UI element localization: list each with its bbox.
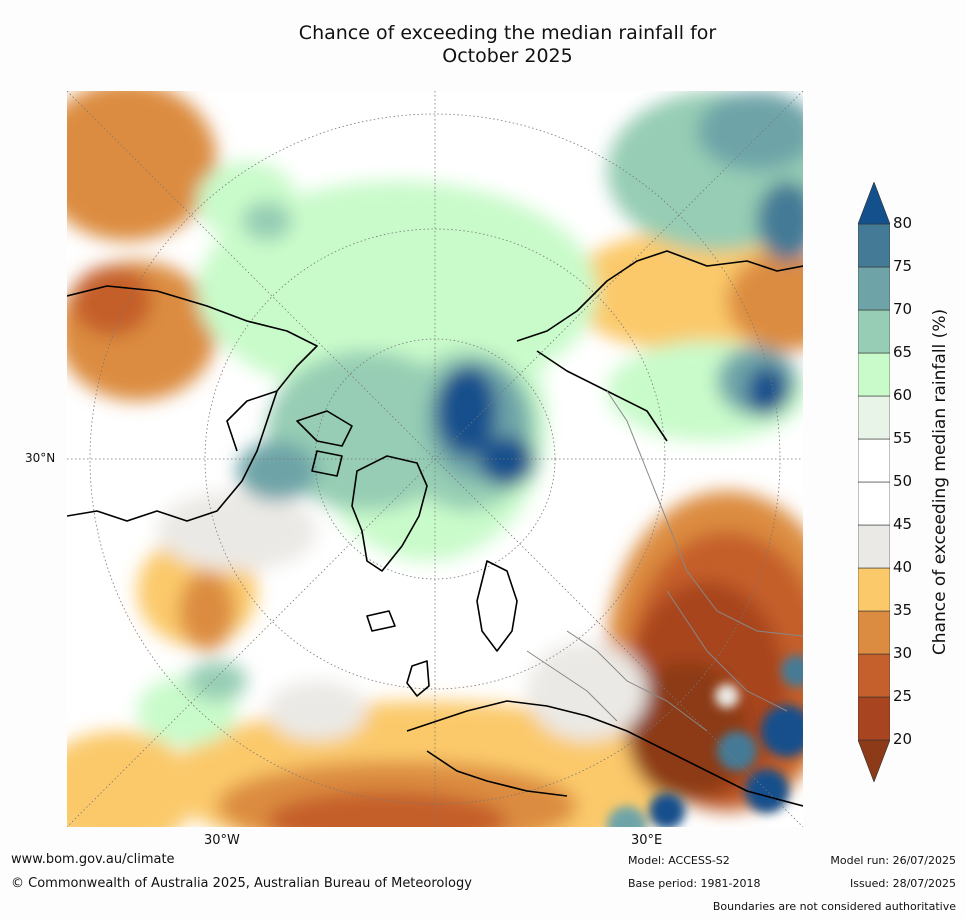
colorbar-tick-80: 80 bbox=[893, 214, 913, 232]
footer-model-run: Model run: 26/07/2025 bbox=[830, 854, 956, 867]
rainfall-probability-map bbox=[67, 91, 803, 827]
colorbar bbox=[857, 181, 891, 783]
footer-copyright: © Commonwealth of Australia 2025, Austra… bbox=[11, 876, 472, 891]
colorbar-band-55-60 bbox=[857, 395, 891, 440]
wet-spots bbox=[607, 655, 803, 827]
colorbar-band-35-40 bbox=[857, 567, 891, 612]
map-title: Chance of exceeding the median rainfall … bbox=[200, 22, 815, 68]
colorbar-band-50-55 bbox=[857, 438, 891, 483]
title-line-1: Chance of exceeding the median rainfall … bbox=[298, 22, 717, 44]
colorbar-band-25-30 bbox=[857, 653, 891, 698]
colorbar-band-60-65 bbox=[857, 352, 891, 397]
colorbar-tick-75: 75 bbox=[893, 257, 913, 275]
colorbar-svg bbox=[857, 181, 891, 783]
colorbar-extend-high bbox=[857, 181, 891, 225]
colorbar-tick-30: 30 bbox=[893, 644, 913, 662]
colorbar-band-75-80 bbox=[857, 223, 891, 268]
colorbar-tick-50: 50 bbox=[893, 472, 913, 490]
footer-website[interactable]: www.bom.gov.au/climate bbox=[11, 852, 175, 867]
colorbar-tick-40: 40 bbox=[893, 558, 913, 576]
lon-label-30w: 30°W bbox=[204, 833, 240, 848]
colorbar-tick-35: 35 bbox=[893, 601, 913, 619]
footer-disclaimer: Boundaries are not considered authoritat… bbox=[712, 900, 956, 913]
coastlines bbox=[67, 250, 803, 807]
colorbar-title: Chance of exceeding median rainfall (%) bbox=[930, 308, 950, 656]
colorbar-extend-low bbox=[857, 739, 891, 783]
colorbar-tick-45: 45 bbox=[893, 515, 913, 533]
lat-label-30n: 30°N bbox=[25, 451, 56, 465]
colorbar-band-65-70 bbox=[857, 309, 891, 354]
graticule bbox=[67, 91, 803, 827]
colorbar-band-45-50 bbox=[857, 481, 891, 526]
lon-label-30e: 30°E bbox=[631, 833, 663, 848]
colorbar-tick-70: 70 bbox=[893, 300, 913, 318]
colorbar-band-30-35 bbox=[857, 610, 891, 655]
map-canvas bbox=[67, 91, 803, 827]
colorbar-band-40-45 bbox=[857, 524, 891, 569]
colorbar-band-70-75 bbox=[857, 266, 891, 311]
footer-issued: Issued: 28/07/2025 bbox=[849, 877, 956, 890]
footer-base-period: Base period: 1981-2018 bbox=[628, 877, 761, 890]
colorbar-tick-65: 65 bbox=[893, 343, 913, 361]
country-borders bbox=[526, 390, 803, 732]
colorbar-band-20-25 bbox=[857, 696, 891, 741]
colorbar-tick-25: 25 bbox=[893, 687, 913, 705]
footer-model: Model: ACCESS-S2 bbox=[628, 854, 730, 867]
colorbar-tick-20: 20 bbox=[893, 730, 913, 748]
title-line-2: October 2025 bbox=[442, 45, 573, 67]
colorbar-tick-60: 60 bbox=[893, 386, 913, 404]
colorbar-tick-55: 55 bbox=[893, 429, 913, 447]
